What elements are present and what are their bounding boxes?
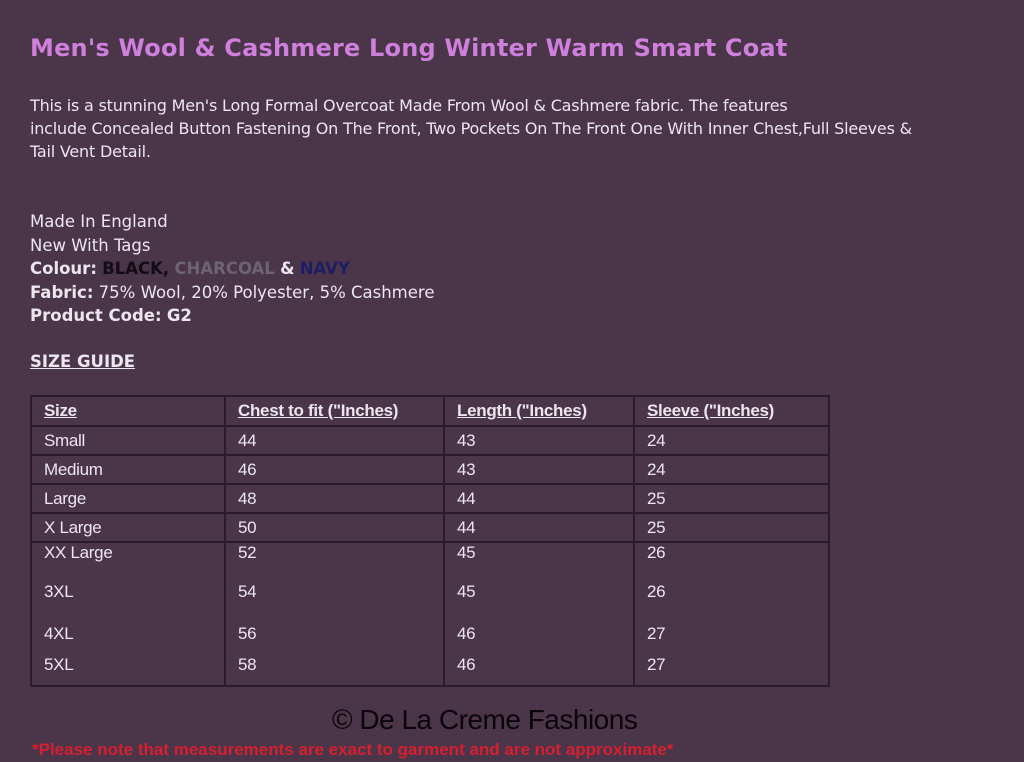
fabric-line: Fabric: 75% Wool, 20% Polyester, 5% Cash… <box>30 281 434 305</box>
fabric-value: 75% Wool, 20% Polyester, 5% Cashmere <box>98 282 435 302</box>
page-title: Men's Wool & Cashmere Long Winter Warm S… <box>30 34 788 62</box>
header-sleeve: Sleeve ("Inches) <box>633 395 830 427</box>
cell-length: 44 <box>443 483 635 514</box>
cell-sleeve: 24 <box>633 425 830 456</box>
cell-length: 45 <box>443 571 635 613</box>
cell-size: X Large <box>30 512 226 543</box>
made-in: Made In England <box>30 212 168 231</box>
size-guide-heading: SIZE GUIDE <box>30 352 136 371</box>
cell-sleeve: 25 <box>633 483 830 514</box>
cell-size: Small <box>30 425 226 456</box>
product-code-label: Product Code: <box>30 306 162 325</box>
cell-chest: 56 <box>224 613 445 655</box>
product-description: This is a stunning Men's Long Formal Ove… <box>30 94 912 163</box>
table-row: Small 44 43 24 <box>30 425 830 456</box>
fabric-label: Fabric: <box>30 282 94 302</box>
cell-sleeve: 25 <box>633 512 830 543</box>
table-row: Medium 46 43 24 <box>30 454 830 485</box>
cell-length: 46 <box>443 655 635 687</box>
colour-navy: NAVY <box>299 259 350 278</box>
table-row: 4XL 56 46 27 <box>30 613 830 655</box>
header-length: Length ("Inches) <box>443 395 635 427</box>
cell-chest: 46 <box>224 454 445 485</box>
header-size: Size <box>30 395 226 427</box>
table-row: 5XL 58 46 27 <box>30 655 830 687</box>
cell-length: 46 <box>443 613 635 655</box>
cell-chest: 48 <box>224 483 445 514</box>
description-line: This is a stunning Men's Long Formal Ove… <box>30 96 788 115</box>
colour-black: BLACK, <box>102 259 170 278</box>
cell-sleeve: 27 <box>633 655 830 687</box>
table-row: X Large 50 44 25 <box>30 512 830 543</box>
table-row: Large 48 44 25 <box>30 483 830 514</box>
cell-size: 5XL <box>30 655 226 687</box>
cell-sleeve: 27 <box>633 613 830 655</box>
product-code-line: Product Code: G2 <box>30 304 434 328</box>
product-specs: Made In England New With Tags Colour: BL… <box>30 210 434 328</box>
product-code-value: G2 <box>166 306 192 325</box>
cell-chest: 50 <box>224 512 445 543</box>
cell-length: 44 <box>443 512 635 543</box>
table-row: XX Large 52 45 26 <box>30 541 830 571</box>
cell-sleeve: 26 <box>633 541 830 571</box>
cell-chest: 44 <box>224 425 445 456</box>
cell-sleeve: 26 <box>633 571 830 613</box>
condition: New With Tags <box>30 235 151 255</box>
cell-length: 45 <box>443 541 635 571</box>
cell-size: Medium <box>30 454 226 485</box>
table-header-row: Size Chest to fit ("Inches) Length ("Inc… <box>30 395 830 427</box>
cell-length: 43 <box>443 454 635 485</box>
colour-joiner: & <box>280 259 295 278</box>
size-guide-table: Size Chest to fit ("Inches) Length ("Inc… <box>30 395 830 687</box>
size-guide-body: Small 44 43 24 Medium 46 43 24 Large 48 44 25 X Larg… <box>30 425 830 687</box>
cell-size: Large <box>30 483 226 514</box>
colour-label: Colour: <box>30 259 97 278</box>
cell-chest: 54 <box>224 571 445 613</box>
copyright-watermark: © De La Creme Fashions <box>332 704 638 735</box>
description-line: Tail Vent Detail. <box>30 142 151 161</box>
cell-size: 3XL <box>30 571 226 613</box>
colour-line: Colour: BLACK, CHARCOAL & NAVY <box>30 257 434 281</box>
cell-chest: 52 <box>224 541 445 571</box>
description-line: include Concealed Button Fastening On Th… <box>30 119 912 138</box>
cell-size: 4XL <box>30 613 226 655</box>
cell-length: 43 <box>443 425 635 456</box>
table-row: 3XL 54 45 26 <box>30 571 830 613</box>
cell-sleeve: 24 <box>633 454 830 485</box>
cell-size: XX Large <box>30 541 226 571</box>
colour-charcoal: CHARCOAL <box>174 259 275 278</box>
cell-chest: 58 <box>224 655 445 687</box>
measurement-note: *Please note that measurements are exact… <box>32 740 674 759</box>
header-chest: Chest to fit ("Inches) <box>224 395 445 427</box>
